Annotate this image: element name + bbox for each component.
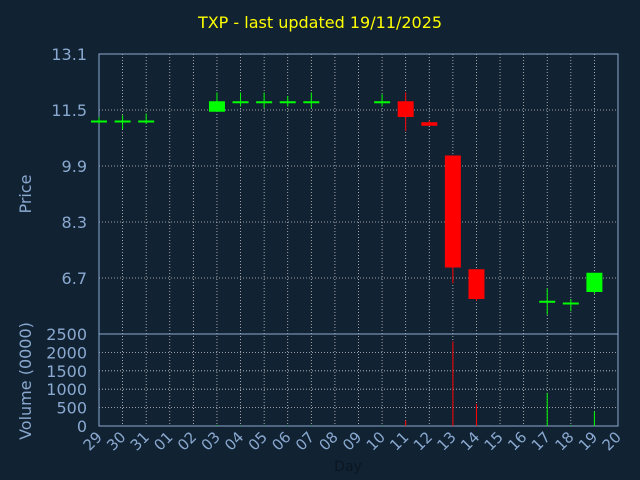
volume-tick-label: 2500 xyxy=(46,325,87,344)
x-axis-label: Day xyxy=(334,459,362,475)
price-tick-label: 8.3 xyxy=(62,213,87,232)
day-tick-label: 06 xyxy=(268,428,294,454)
candle-body xyxy=(91,120,107,123)
candle-body xyxy=(444,155,461,268)
volume-axis-label: Volume (0000) xyxy=(16,322,35,440)
volume-tick-label: 1500 xyxy=(46,362,87,381)
volume-tick-label: 1000 xyxy=(46,380,87,399)
day-tick-label: 18 xyxy=(551,428,577,454)
candle-body xyxy=(256,101,273,104)
candle-body xyxy=(208,101,225,112)
candle-body xyxy=(468,269,485,299)
day-tick-label: 17 xyxy=(528,428,554,454)
day-tick-label: 16 xyxy=(504,428,530,454)
price-tick-label: 6.7 xyxy=(62,269,87,288)
day-tick-label: 11 xyxy=(386,428,412,454)
volume-tick-label: 0 xyxy=(77,417,87,436)
day-tick-label: 30 xyxy=(103,428,129,454)
day-tick-label: 31 xyxy=(127,428,153,454)
candle-body xyxy=(539,300,556,303)
day-tick-label: 07 xyxy=(292,428,318,454)
day-tick-label: 15 xyxy=(481,428,507,454)
candle-body xyxy=(586,272,603,292)
candle-body xyxy=(138,120,155,123)
price-tick-label: 13.1 xyxy=(51,45,87,64)
volume-panel-frame xyxy=(98,333,619,427)
day-tick-label: 01 xyxy=(150,428,176,454)
day-tick-label: 12 xyxy=(410,428,436,454)
day-tick-label: 14 xyxy=(457,428,483,454)
candle-body xyxy=(232,101,249,104)
price-tick-label: 9.9 xyxy=(62,157,87,176)
candle-body xyxy=(303,101,320,104)
day-tick-label: 10 xyxy=(363,428,389,454)
candle-body xyxy=(397,101,414,117)
day-tick-label: 13 xyxy=(433,428,459,454)
chart-title: TXP - last updated 19/11/2025 xyxy=(197,13,443,32)
candle-body xyxy=(374,101,391,104)
day-tick-label: 05 xyxy=(245,428,271,454)
day-tick-label: 02 xyxy=(174,428,200,454)
volume-tick-label: 2000 xyxy=(46,343,87,362)
candle-body xyxy=(421,122,438,126)
price-tick-label: 11.5 xyxy=(51,101,87,120)
day-tick-label: 19 xyxy=(575,428,601,454)
day-tick-label: 08 xyxy=(316,428,342,454)
day-tick-label: 20 xyxy=(599,428,625,454)
candle-body xyxy=(279,101,296,104)
candle-body xyxy=(114,120,131,123)
day-tick-label: 03 xyxy=(198,428,224,454)
candle-body xyxy=(562,302,579,305)
day-tick-label: 04 xyxy=(221,428,247,454)
day-tick-label: 09 xyxy=(339,428,365,454)
volume-tick-label: 500 xyxy=(56,399,87,418)
price-axis-label: Price xyxy=(16,174,35,213)
